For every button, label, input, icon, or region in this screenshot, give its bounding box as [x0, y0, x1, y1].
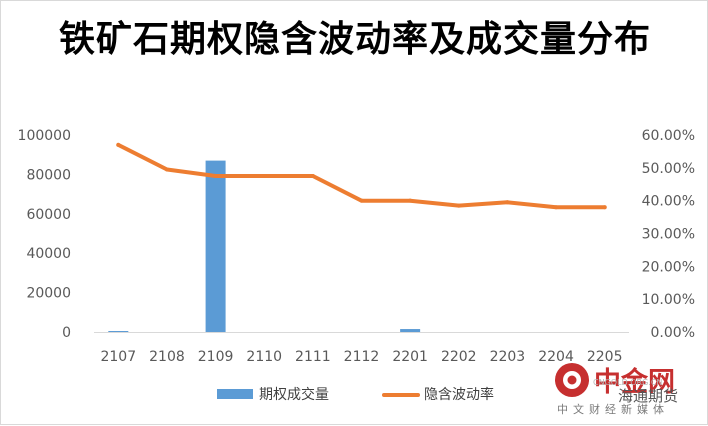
line-point — [359, 198, 364, 203]
x-tick-label: 2201 — [392, 349, 428, 365]
watermark-tagline: 中文财经新媒体 — [557, 402, 669, 416]
x-tick-label: 2109 — [198, 349, 234, 365]
y-left-tick-label: 80000 — [26, 167, 71, 183]
line-point — [602, 205, 607, 210]
x-tick-label: 2202 — [441, 349, 477, 365]
legend-label-volume: 期权成交量 — [259, 386, 329, 403]
x-tick-label: 2112 — [344, 349, 380, 365]
y-left-tick-label: 20000 — [26, 286, 71, 302]
watermark-url: CNGOLD.ORG.CN — [593, 378, 662, 387]
y-left-tick-label: 100000 — [18, 128, 71, 144]
x-tick-label: 2205 — [587, 349, 623, 365]
line-point — [456, 203, 461, 208]
line-point — [554, 205, 559, 210]
bar — [400, 329, 421, 332]
x-tick-label: 2204 — [538, 349, 574, 365]
watermark-source: 海通期货 — [618, 387, 678, 405]
legend-label-iv: 隐含波动率 — [424, 386, 494, 403]
line-point — [262, 174, 267, 179]
watermark-logo-core-icon — [567, 375, 577, 385]
line-point — [116, 142, 121, 147]
x-tick-label: 2107 — [100, 349, 136, 365]
y-right-tick-label: 40.00% — [642, 194, 695, 210]
line-point — [164, 167, 169, 172]
y-left-tick-label: 0 — [62, 325, 71, 341]
line-point — [310, 174, 315, 179]
watermark-brand: 中金网 — [594, 366, 675, 398]
y-left-tick-label: 40000 — [26, 246, 71, 262]
bar — [205, 160, 226, 332]
line-point — [505, 200, 510, 205]
y-right-tick-label: 20.00% — [642, 259, 695, 275]
y-right-tick-label: 10.00% — [642, 292, 695, 308]
legend-swatch-volume — [217, 389, 253, 399]
y-right-tick-label: 0.00% — [651, 325, 695, 341]
bar — [108, 331, 129, 332]
x-tick-label: 2111 — [295, 349, 331, 365]
x-tick-label: 2203 — [490, 349, 526, 365]
x-tick-label: 2110 — [246, 349, 282, 365]
y-right-tick-label: 30.00% — [642, 227, 695, 243]
y-right-tick-label: 50.00% — [642, 161, 695, 177]
line-point — [408, 198, 413, 203]
y-right-tick-label: 60.00% — [642, 128, 695, 144]
series-line-iv — [116, 142, 607, 210]
line-point — [213, 174, 218, 179]
x-tick-label: 2108 — [149, 349, 185, 365]
chart-title: 铁矿石期权隐含波动率及成交量分布 — [58, 18, 651, 60]
y-left-tick-label: 60000 — [26, 207, 71, 223]
